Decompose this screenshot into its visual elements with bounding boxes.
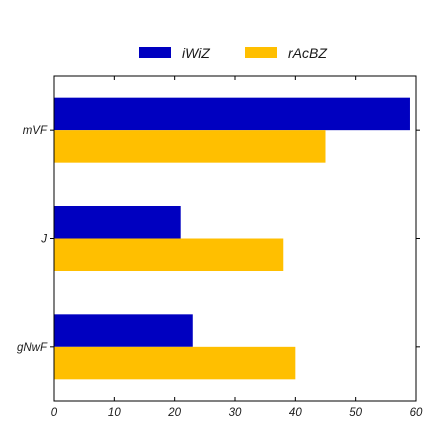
x-tick-label: 60	[410, 407, 423, 419]
bar-rAcBZ-mVF	[54, 130, 326, 163]
y-tick-label: mVF	[23, 125, 48, 137]
legend-label: iWiZ	[182, 45, 210, 61]
bars-layer	[54, 97, 410, 380]
bar-rAcBZ-gNwF	[54, 346, 296, 380]
bar-iWiZ-mVF	[54, 97, 410, 131]
x-tick-label: 0	[51, 407, 58, 419]
legend-swatch	[245, 47, 277, 58]
legend: iWiZ rAcBZ	[139, 45, 327, 61]
legend-swatch	[139, 47, 171, 58]
bar-iWiZ-gNwF	[54, 314, 193, 347]
x-tick-label: 40	[289, 407, 302, 419]
bar-rAcBZ-J	[54, 238, 284, 271]
x-tick-label: 20	[167, 407, 181, 419]
legend-label: rAcBZ	[288, 45, 327, 61]
y-tick-label: J	[40, 234, 47, 246]
y-tick-label: gNwF	[17, 342, 48, 354]
x-tick-label: 30	[229, 407, 242, 419]
x-tick-label: 50	[349, 407, 362, 419]
x-axis: 0 10 20 30 40 50 60	[51, 76, 423, 419]
x-tick-label: 10	[108, 407, 121, 419]
bar-iWiZ-J	[54, 206, 181, 239]
